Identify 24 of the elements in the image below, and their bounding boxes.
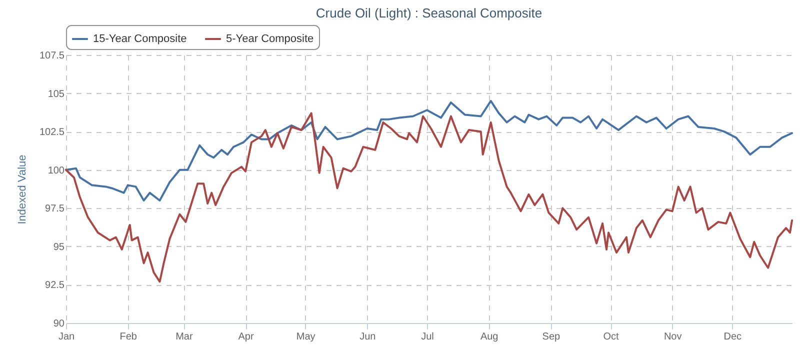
y-tick-label: 107.5 [39,50,65,62]
y-tick-label: 105 [48,88,65,100]
x-tick-label: Jul [421,332,434,342]
legend-label: 15-Year Composite [93,33,187,45]
y-tick-label: 92.5 [45,280,65,292]
x-tick-label: Nov [664,332,682,342]
y-axis-title: Indexed Value [16,154,28,224]
x-tick-label: Mar [176,332,194,342]
y-tick-label: 90 [53,318,65,330]
x-tick-label: Feb [120,332,138,342]
x-tick-label: Apr [238,332,254,342]
x-tick-label: Oct [603,332,619,342]
y-tick-label: 95 [53,242,65,253]
y-tick-label: 97.5 [45,204,65,215]
x-tick-label: Jun [360,332,376,342]
x-tick-label: Aug [480,332,498,342]
x-tick-label: Sep [542,332,560,342]
x-tick-label: Dec [724,332,742,342]
legend-label: 5-Year Composite [226,33,314,45]
chart-title: Crude Oil (Light) : Seasonal Composite [316,6,542,20]
y-tick-label: 102.5 [39,127,65,138]
x-tick-label: Jan [58,332,75,342]
y-tick-label: 100 [48,165,65,176]
x-tick-label: May [296,332,316,342]
